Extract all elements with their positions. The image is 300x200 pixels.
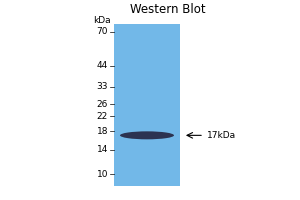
Text: 18: 18 [97,127,108,136]
Bar [114,24,180,186]
Ellipse shape [120,131,174,139]
Text: kDa: kDa [93,16,111,25]
Text: 33: 33 [97,82,108,91]
Text: 22: 22 [97,112,108,121]
Text: 26: 26 [97,100,108,109]
Text: 10: 10 [97,170,108,179]
Text: 44: 44 [97,61,108,70]
Text: 14: 14 [97,145,108,154]
Text: 17kDa: 17kDa [207,131,236,140]
Text: Western Blot: Western Blot [130,3,206,16]
Text: 70: 70 [97,27,108,36]
